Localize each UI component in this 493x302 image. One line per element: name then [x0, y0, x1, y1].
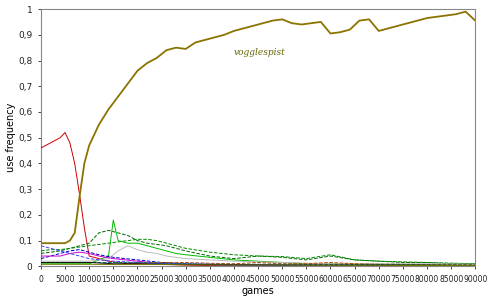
Y-axis label: use frequency: use frequency: [5, 103, 16, 172]
Text: vogglespist: vogglespist: [234, 48, 286, 57]
X-axis label: games: games: [242, 286, 275, 297]
